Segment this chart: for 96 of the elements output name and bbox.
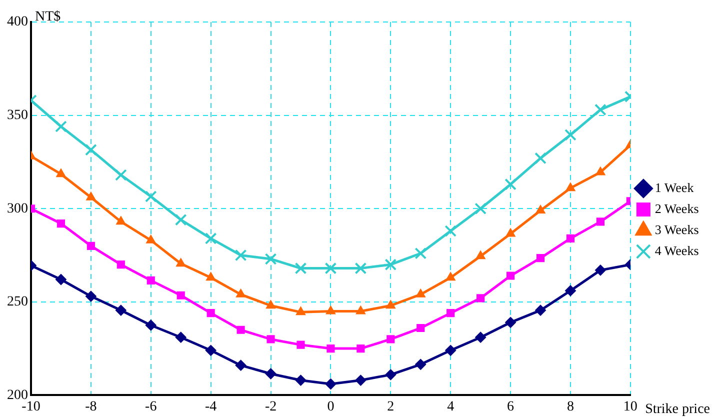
y-axis-title: NT$ <box>35 10 61 25</box>
point <box>146 276 155 284</box>
point <box>234 249 247 262</box>
point <box>476 294 485 302</box>
point <box>326 306 336 314</box>
point <box>205 344 216 356</box>
x-tick-label: 6 <box>507 399 514 414</box>
point <box>236 288 246 298</box>
point <box>445 344 456 356</box>
point <box>115 304 126 316</box>
point <box>266 335 275 344</box>
point <box>446 272 456 281</box>
x-tick-label: -8 <box>85 399 97 414</box>
x-tick-label: -6 <box>145 399 157 414</box>
point <box>415 358 426 370</box>
point <box>236 326 245 334</box>
point <box>326 344 335 353</box>
y-tick-label: 250 <box>7 294 28 310</box>
point <box>206 309 215 318</box>
point <box>235 360 246 371</box>
point <box>325 378 336 390</box>
point <box>384 258 397 271</box>
y-tick-label: 400 <box>7 14 28 30</box>
x-tick-label: -4 <box>204 399 217 414</box>
point <box>116 260 125 269</box>
point <box>85 290 96 302</box>
point <box>55 120 67 132</box>
point <box>175 332 186 343</box>
x-tick-label: 10 <box>623 399 638 414</box>
x-tick-label: 2 <box>387 399 394 414</box>
point <box>385 369 396 380</box>
y-tick-label: 300 <box>7 201 28 216</box>
point <box>296 306 306 316</box>
point <box>356 306 366 314</box>
point <box>176 291 185 300</box>
point <box>536 254 545 262</box>
legend-label: 4 Weeks <box>654 242 699 258</box>
x-tick-label: -2 <box>264 399 277 414</box>
legend-label: 3 Weeks <box>654 222 699 237</box>
point <box>116 216 126 225</box>
point <box>416 324 425 332</box>
point <box>86 192 96 200</box>
point <box>176 258 186 267</box>
point <box>564 285 576 296</box>
point <box>206 272 216 281</box>
point <box>324 262 337 274</box>
legend-label: 2 Weeks <box>654 200 699 216</box>
point <box>476 250 486 260</box>
point <box>146 234 156 244</box>
point <box>505 316 516 328</box>
point <box>145 320 156 331</box>
point <box>596 166 606 176</box>
point <box>416 288 426 298</box>
point <box>86 242 95 250</box>
point <box>596 218 604 226</box>
point <box>594 264 606 276</box>
point <box>84 144 97 156</box>
point <box>266 300 276 309</box>
x-tick-label: 0 <box>327 399 334 414</box>
point <box>475 332 486 343</box>
point <box>506 228 516 237</box>
x-tick-label: 8 <box>566 399 574 414</box>
point <box>356 344 365 353</box>
point <box>536 204 546 214</box>
point <box>114 169 127 181</box>
x-tick-label: 4 <box>447 399 454 414</box>
point <box>56 219 66 228</box>
point <box>55 274 66 286</box>
point <box>474 202 487 215</box>
point <box>355 374 366 386</box>
point <box>506 272 515 280</box>
point <box>294 262 307 274</box>
point <box>56 168 66 178</box>
point <box>144 190 157 202</box>
point <box>295 374 306 386</box>
point <box>594 104 606 116</box>
point <box>296 340 305 349</box>
point <box>174 214 187 226</box>
point <box>564 128 576 141</box>
y-tick-label: 350 <box>7 108 28 123</box>
point <box>354 262 367 274</box>
point <box>504 178 516 190</box>
point <box>265 368 276 380</box>
point <box>386 300 396 309</box>
point <box>535 304 546 316</box>
point <box>204 232 217 244</box>
point <box>566 182 576 192</box>
point <box>414 247 427 260</box>
point <box>566 234 575 242</box>
legend-label: 1 Week <box>654 180 694 195</box>
point <box>264 253 277 265</box>
point <box>386 335 395 344</box>
point <box>446 309 455 318</box>
x-axis-title: Strike price <box>645 402 710 417</box>
point <box>534 152 546 164</box>
point <box>444 225 457 237</box>
